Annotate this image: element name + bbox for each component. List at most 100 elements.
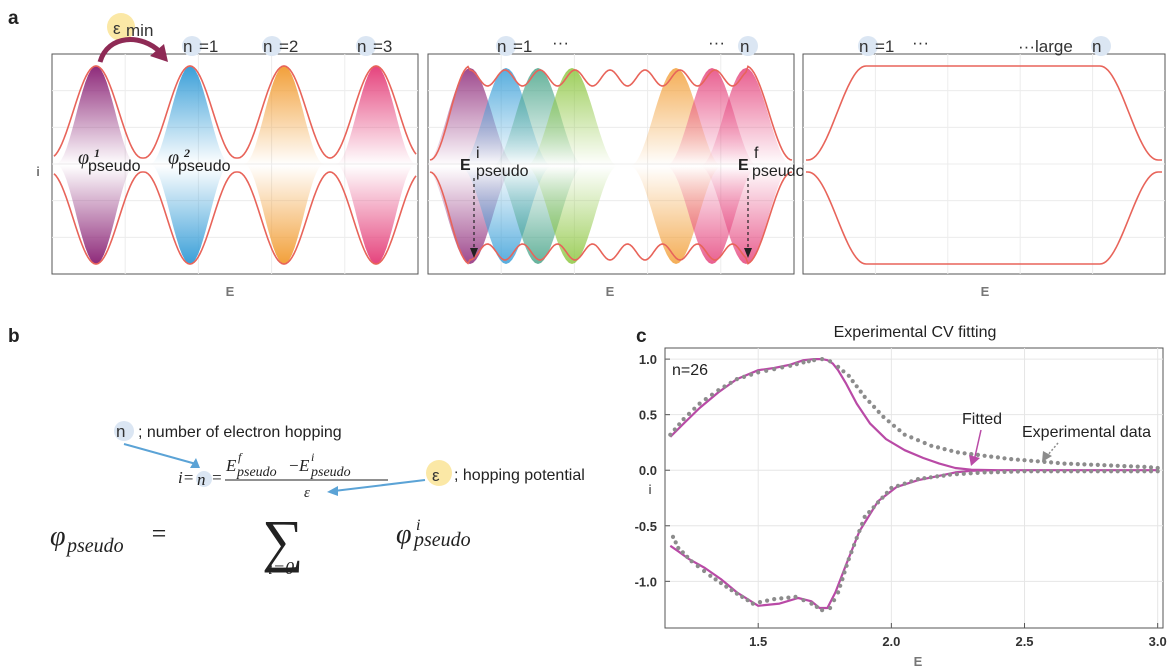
experimental-data-point <box>1102 469 1107 474</box>
experimental-data-point <box>1148 465 1154 470</box>
experimental-data-point <box>1015 469 1021 474</box>
panel-b-letter: b <box>8 326 20 347</box>
experimental-data-point <box>680 550 685 555</box>
frac-num-a: E <box>225 456 237 475</box>
subplot-a3-grid <box>803 54 1165 274</box>
experimental-data-point <box>750 601 756 606</box>
experimental-data-point <box>840 577 845 582</box>
svg-text:···: ··· <box>708 33 725 52</box>
sum-upper-prefix: i= <box>178 468 194 487</box>
experimental-data-point <box>1029 469 1034 474</box>
chart-series <box>668 357 1160 613</box>
experimental-data-point <box>749 372 754 377</box>
svg-text:pseudo: pseudo <box>88 158 141 175</box>
experimental-data-point <box>995 455 1001 460</box>
experimental-data-point <box>846 373 851 378</box>
subplot-a3-badge-left: n =1 ··· <box>858 33 929 56</box>
svg-text:E: E <box>738 157 749 174</box>
svg-text:n: n <box>859 37 868 56</box>
svg-text:i: i <box>476 145 480 162</box>
experimental-data-point <box>1015 457 1021 462</box>
eps-min-sub: min <box>126 21 153 40</box>
svg-text:···: ··· <box>552 33 569 52</box>
experimental-data-point <box>672 427 677 432</box>
experimental-data-point <box>670 534 676 540</box>
n-note-arrow <box>123 443 197 465</box>
experimental-data-point <box>1049 469 1054 474</box>
formula-term: φ <box>396 519 412 550</box>
experimental-data-point <box>935 474 940 479</box>
n-note-text: ; number of electron hopping <box>138 424 342 441</box>
experimental-data-point <box>734 591 740 596</box>
experimental-data-point <box>740 594 745 600</box>
experimental-data-point <box>841 369 846 374</box>
experimental-data-point <box>846 557 851 562</box>
subplot-a2-envelope <box>429 65 793 265</box>
experimental-data-point <box>788 363 793 368</box>
experimental-data-point <box>915 438 921 443</box>
subplot-a1-xlabel: E <box>226 284 235 299</box>
experimental-data-point <box>716 388 721 393</box>
panel-c-letter: c <box>636 326 647 347</box>
experimental-data-point <box>902 432 907 437</box>
experimental-data-point <box>765 598 770 603</box>
experimental-data-point <box>1095 469 1100 474</box>
n-note-arrowhead <box>190 458 200 468</box>
x-tick-label: 3.0 <box>1149 634 1167 649</box>
chart-grid <box>665 348 1163 628</box>
experimental-data-point <box>681 417 686 422</box>
svg-text:n: n <box>497 37 506 56</box>
e-final-label: E f pseudo <box>738 145 805 180</box>
sum-lower: i=0 <box>268 558 294 578</box>
eps-definition-note: ε ; hopping potential <box>426 460 585 486</box>
experimental-data-point <box>982 453 987 458</box>
frac-num-b: E <box>298 456 310 475</box>
experimental-data-point <box>1082 462 1087 467</box>
subplot-a1-ylabel: i <box>36 164 40 179</box>
subplot-a2-xlabel: E <box>606 284 615 299</box>
experimental-data-point <box>745 598 750 603</box>
subplot-a3-envelope <box>806 65 1162 265</box>
experimental-data-point <box>1062 469 1067 474</box>
formula-term-sup: i <box>416 517 420 534</box>
experimental-data-point <box>884 490 890 495</box>
formula-lhs-sub: pseudo <box>65 535 124 557</box>
svg-text:=1: =1 <box>875 37 894 56</box>
experimental-data-point <box>828 605 833 611</box>
pseudo-peak <box>56 66 136 264</box>
experimental-data-point <box>708 573 713 578</box>
experimental-data-point <box>897 428 902 433</box>
experimental-data-point <box>1035 459 1040 464</box>
experimental-data-point <box>779 596 784 601</box>
formula-equals: = <box>150 519 168 548</box>
experimental-data-point <box>895 483 901 488</box>
experimental-data-point <box>1069 461 1074 466</box>
experimental-data-point <box>713 577 718 582</box>
experimental-data-point <box>832 598 837 603</box>
experimental-data-point <box>1022 469 1027 474</box>
experimental-data-point <box>757 600 763 605</box>
experimental-data-point <box>689 559 694 564</box>
experimental-data-point <box>886 419 891 424</box>
experimental-data-point <box>862 514 867 520</box>
svg-text:n: n <box>357 37 366 56</box>
n-note-symbol: n <box>116 422 125 441</box>
experimental-data-point <box>949 448 954 453</box>
svg-text:···large: ···large <box>1018 37 1073 56</box>
experimental-data-point <box>1009 457 1014 462</box>
experimental-data-point <box>812 358 817 363</box>
experimental-data-point <box>703 397 708 402</box>
experimental-data-point <box>941 473 946 478</box>
phi1-label: φ 1 pseudo <box>78 146 141 175</box>
experimental-data-point <box>975 470 980 475</box>
experimental-data-point <box>1128 469 1134 474</box>
experimental-data-point <box>741 374 747 379</box>
experimental-data-point <box>1142 464 1147 469</box>
experimental-data-point <box>1075 462 1080 467</box>
svg-text:n: n <box>183 37 192 56</box>
chart-title: Experimental CV fitting <box>834 324 997 341</box>
n3-badge: n =3 <box>356 36 392 56</box>
experimental-data-point <box>867 399 872 404</box>
exp-legend-arrowhead <box>1042 451 1052 462</box>
